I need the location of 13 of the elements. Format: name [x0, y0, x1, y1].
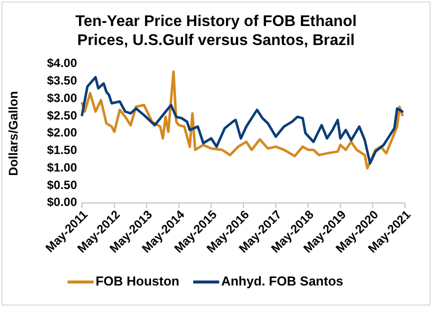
- y-tick-label: $0.50: [46, 178, 78, 192]
- y-axis-title: Dollars/Gallon: [6, 91, 20, 176]
- legend-label: Anhyd. FOB Santos: [221, 273, 344, 288]
- y-tick-label: $2.00: [46, 126, 78, 140]
- legend-label: FOB Houston: [96, 273, 180, 288]
- y-tick-label: $2.50: [46, 108, 78, 122]
- y-tick-label: $3.50: [46, 74, 78, 88]
- y-tick-label: $1.00: [46, 160, 78, 174]
- y-tick-label: $4.00: [46, 56, 78, 70]
- y-tick-label: $0.00: [46, 195, 78, 210]
- y-tick-label: $1.50: [46, 143, 78, 158]
- y-tick-label: $3.00: [46, 90, 78, 105]
- chart-title: Ten-Year Price History of FOB Ethanol Prices, U.S.Gulf versus Santos, Brazil: [75, 13, 357, 49]
